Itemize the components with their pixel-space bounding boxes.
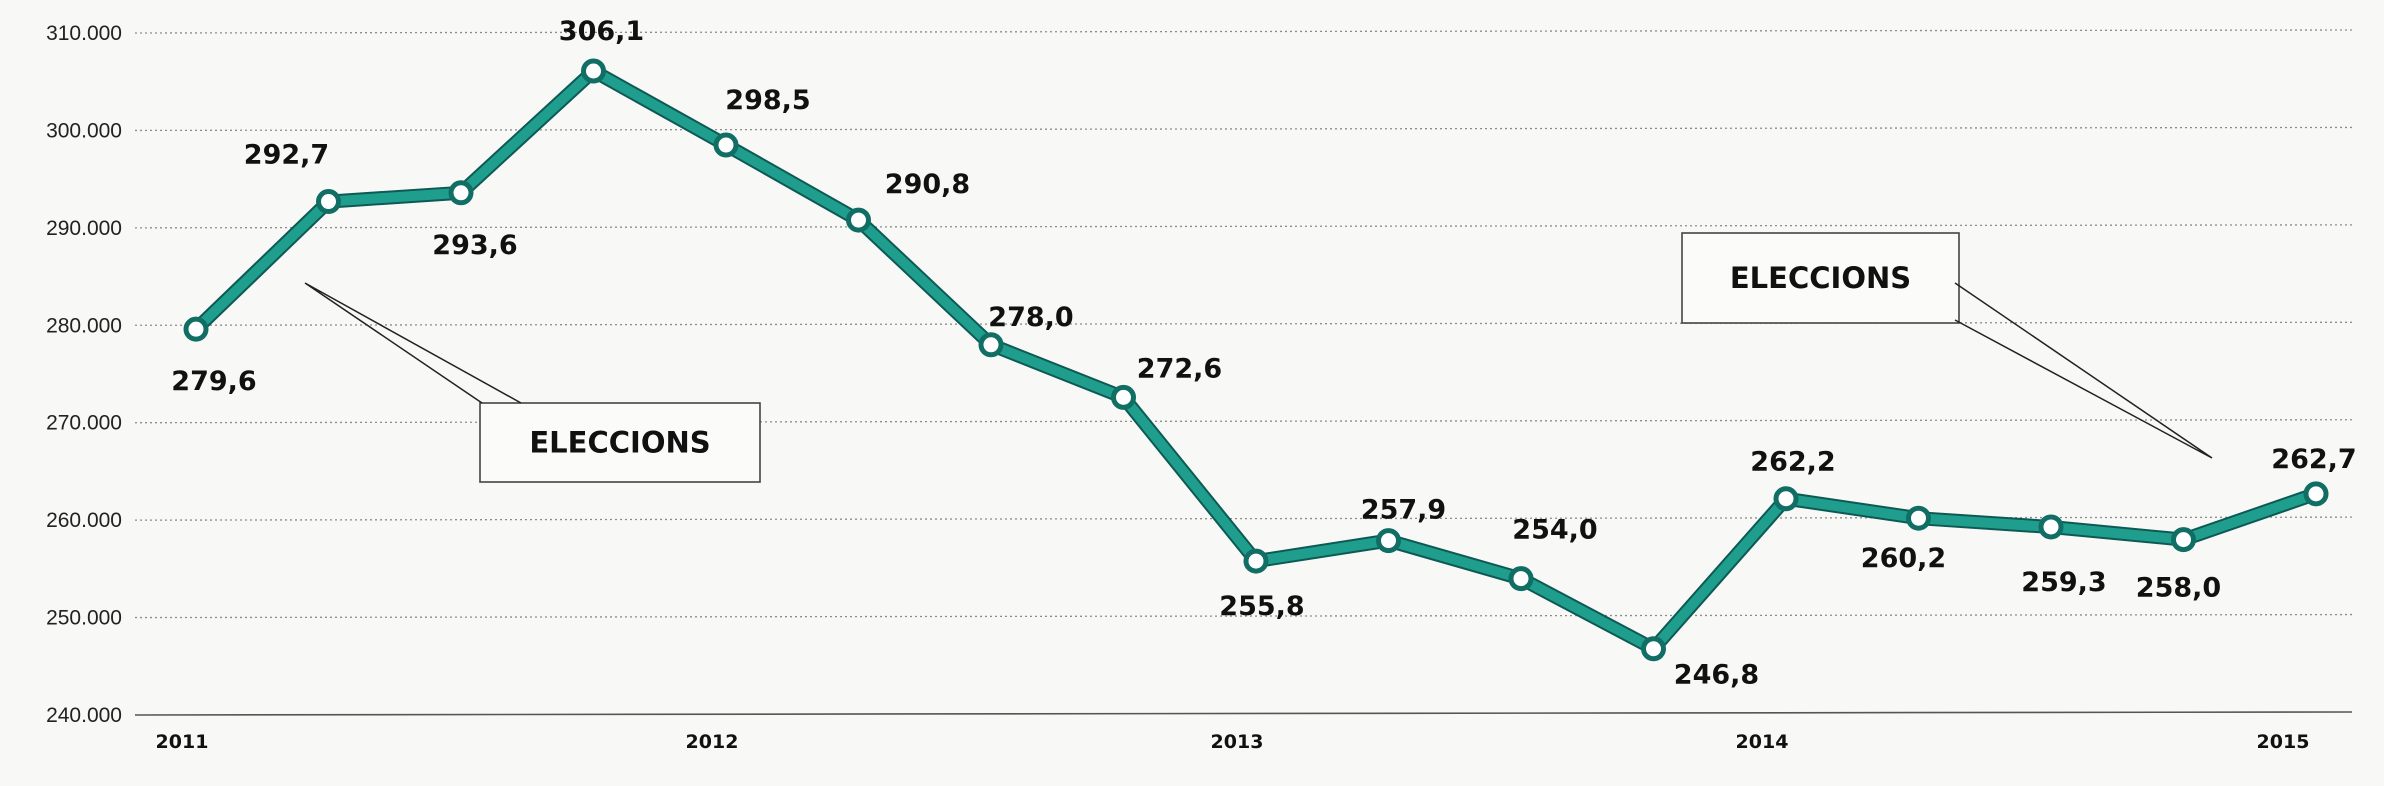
- grid-lines: [134, 29, 2353, 716]
- x-tick-label: 2013: [1211, 731, 1264, 753]
- y-tick-label: 260.000: [46, 509, 122, 532]
- data-point: [846, 207, 871, 233]
- x-axis: 2011 2012 2013 2014 2015: [156, 731, 2310, 753]
- y-tick-label: 240.000: [46, 704, 122, 727]
- gridline: [134, 321, 2353, 326]
- data-label: 293,6: [432, 230, 517, 261]
- y-axis: 310.000 300.000 290.000 280.000 270.000 260.0…: [46, 22, 122, 727]
- data-label: 306,1: [559, 16, 644, 47]
- data-label: 279,6: [171, 366, 256, 397]
- data-point: [1508, 566, 1534, 592]
- callouts: ELECCIONS ELECCIONS: [304, 232, 2213, 483]
- data-label: 246,8: [1674, 660, 1759, 691]
- data-label: 257,9: [1361, 495, 1446, 526]
- data-point: [183, 316, 209, 342]
- y-tick-label: 270.000: [46, 412, 122, 435]
- callout-box: [479, 402, 761, 483]
- data-point: [1641, 636, 1666, 662]
- gridline: [134, 224, 2353, 229]
- callout-pointer: [304, 282, 522, 404]
- data-label: 260,2: [1861, 543, 1946, 574]
- data-point: [713, 132, 739, 158]
- data-label: 292,7: [244, 140, 329, 171]
- data-point: [2171, 527, 2196, 553]
- x-tick-label: 2012: [686, 731, 739, 753]
- y-tick-label: 290.000: [46, 217, 122, 240]
- x-tick-label: 2011: [156, 731, 209, 753]
- data-label: 259,3: [2021, 567, 2106, 598]
- gridline: [134, 419, 2353, 424]
- gridline: [134, 126, 2353, 132]
- data-point: [1773, 486, 1799, 512]
- series-line-group: [183, 58, 2329, 662]
- x-tick-label: 2014: [1736, 731, 1789, 753]
- data-point: [1243, 548, 1269, 574]
- data-point: [1376, 528, 1401, 554]
- callout-label: ELECCIONS: [1730, 261, 1911, 295]
- data-label: 298,5: [725, 85, 810, 116]
- y-tick-label: 300.000: [46, 119, 122, 142]
- data-point: [2038, 514, 2064, 540]
- callout-label: ELECCIONS: [529, 426, 710, 460]
- data-point: [448, 180, 474, 206]
- callout-box: [1681, 232, 1960, 324]
- y-tick-label: 280.000: [46, 314, 122, 337]
- data-label: 278,0: [988, 302, 1073, 333]
- data-point: [1906, 505, 1931, 531]
- y-tick-label: 310.000: [46, 22, 122, 45]
- data-label: 254,0: [1512, 515, 1597, 546]
- x-tick-label: 2015: [2257, 731, 2310, 753]
- data-label: 272,6: [1137, 353, 1222, 384]
- data-label: 258,0: [2136, 573, 2221, 604]
- data-point: [2303, 481, 2329, 507]
- data-label: 255,8: [1219, 591, 1304, 622]
- data-point: [978, 332, 1004, 358]
- callout-pointer: [1954, 282, 2213, 459]
- data-label: 290,8: [885, 169, 970, 200]
- data-label: 262,7: [2271, 444, 2356, 475]
- gridline: [134, 29, 2353, 34]
- data-labels: 279,6 292,7 293,6 306,1 298,5 290,8 278,0 272,6…: [171, 16, 2356, 691]
- data-point: [1111, 384, 1136, 410]
- y-tick-label: 250.000: [46, 607, 122, 630]
- data-point: [581, 58, 606, 84]
- data-point: [316, 189, 341, 215]
- data-label: 262,2: [1750, 447, 1835, 478]
- gridline: [134, 711, 2353, 716]
